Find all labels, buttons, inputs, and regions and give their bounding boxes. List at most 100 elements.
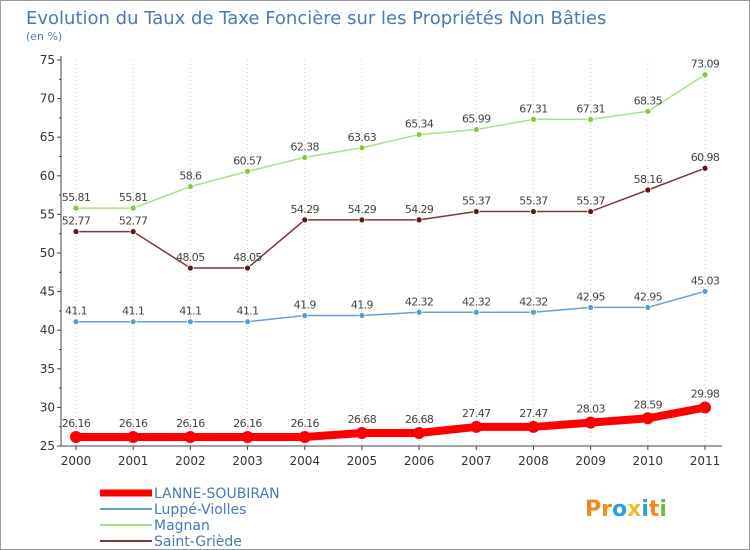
data-label: 54.29 <box>405 203 434 216</box>
data-label: 60.57 <box>233 154 262 167</box>
series-line <box>76 403 706 442</box>
x-tick-label: 2007 <box>461 454 492 468</box>
data-point <box>641 412 654 425</box>
data-point <box>72 204 80 212</box>
data-label: 54.29 <box>348 203 377 216</box>
data-point <box>415 216 423 224</box>
data-point <box>129 204 137 212</box>
data-point <box>244 167 251 175</box>
data-point <box>186 264 194 272</box>
data-point <box>70 431 82 444</box>
data-label: 67.31 <box>519 102 548 115</box>
data-point <box>129 228 137 236</box>
legend-label: LANNE-SOUBIRAN <box>154 486 280 502</box>
data-label: 55.81 <box>119 191 148 204</box>
data-label: 63.63 <box>348 131 377 144</box>
data-label: 42.32 <box>405 295 434 308</box>
data-label: 26.68 <box>348 413 377 426</box>
data-point <box>127 431 140 444</box>
grid-layer <box>75 60 706 446</box>
legend-label: Saint-Griède <box>154 534 242 550</box>
logo-letter: P <box>585 497 601 522</box>
x-tick-label: 2003 <box>232 454 263 468</box>
data-label: 26.68 <box>405 413 434 426</box>
data-point <box>186 183 194 191</box>
logo-letter: i <box>641 497 649 522</box>
data-label: 42.95 <box>576 290 605 303</box>
data-label: 41.9 <box>294 299 317 312</box>
data-label: 41.9 <box>351 299 374 312</box>
data-label: 27.47 <box>519 407 548 420</box>
data-point <box>355 427 368 440</box>
data-point <box>241 431 254 444</box>
series-layer: 52.77 52.77 48.05 48.05 54.29 54.29 54.29 55.37… <box>62 58 720 444</box>
data-point <box>644 107 652 115</box>
x-tick-label: 2009 <box>575 454 606 468</box>
series-line <box>76 167 706 269</box>
data-point <box>530 308 537 316</box>
data-label: 26.16 <box>176 417 205 430</box>
x-tick-label: 2011 <box>690 454 721 468</box>
data-label: 48.05 <box>233 251 262 264</box>
data-label: 29.98 <box>691 388 720 401</box>
data-label: 26.16 <box>233 417 262 430</box>
data-label: 73.09 <box>691 58 720 71</box>
logo-letter: r <box>601 497 612 522</box>
data-label: 67.31 <box>576 102 605 115</box>
data-label: 55.37 <box>519 195 548 208</box>
y-tick-label: 75 <box>40 53 55 67</box>
data-label: 60.98 <box>691 151 720 164</box>
data-label: 42.95 <box>634 290 663 303</box>
x-tick-label: 2010 <box>633 454 664 468</box>
x-tick-label: 2000 <box>61 454 92 468</box>
data-point <box>72 228 80 236</box>
data-label: 28.03 <box>576 403 605 416</box>
data-point <box>298 431 311 444</box>
series-line <box>76 290 706 323</box>
data-label: 41.1 <box>122 305 144 318</box>
data-point <box>701 71 709 79</box>
data-label: 26.16 <box>119 417 148 430</box>
data-point <box>587 208 595 215</box>
data-label: 26.16 <box>62 417 91 430</box>
data-label: 41.1 <box>236 305 258 318</box>
data-label: 62.38 <box>290 140 319 153</box>
data-point <box>530 115 537 123</box>
x-tick-label: 2005 <box>347 454 378 468</box>
logo-letter: i <box>659 497 667 522</box>
data-label: 54.29 <box>290 203 319 216</box>
data-label: 52.77 <box>119 215 148 228</box>
data-point <box>129 318 137 326</box>
data-label: 42.32 <box>462 295 491 308</box>
data-point <box>644 186 652 194</box>
data-label: 26.16 <box>290 417 319 430</box>
y-tick-label: 35 <box>40 362 55 376</box>
y-tick-label: 70 <box>40 92 55 106</box>
data-point <box>472 126 480 133</box>
data-label: 41.1 <box>65 305 87 318</box>
data-point <box>301 154 309 161</box>
data-point <box>527 420 540 433</box>
data-point <box>701 287 709 295</box>
axis-layer: 25 30 35 40 45 50 55 60 65 70 75 2000 2001 2002 2003 20… <box>40 53 722 468</box>
x-tick-label: 2006 <box>404 454 435 468</box>
data-point <box>358 312 366 319</box>
data-label: 48.05 <box>176 251 205 264</box>
x-tick-label: 2008 <box>518 454 549 468</box>
proxiti-logo: Proxiti <box>585 497 667 522</box>
y-tick-label: 30 <box>40 400 55 414</box>
data-label: 55.81 <box>62 191 91 204</box>
data-label: 65.34 <box>405 118 434 131</box>
data-label: 55.37 <box>462 195 491 208</box>
data-point <box>301 216 309 224</box>
data-point <box>358 144 366 152</box>
logo-letter: t <box>649 497 660 522</box>
y-tick-label: 65 <box>40 130 55 144</box>
legend: LANNE-SOUBIRANLuppé-ViollesMagnanSaint-G… <box>100 486 280 550</box>
data-label: 42.32 <box>519 295 548 308</box>
y-tick-label: 55 <box>40 207 55 221</box>
data-point <box>415 131 423 138</box>
y-tick-label: 40 <box>40 323 55 337</box>
